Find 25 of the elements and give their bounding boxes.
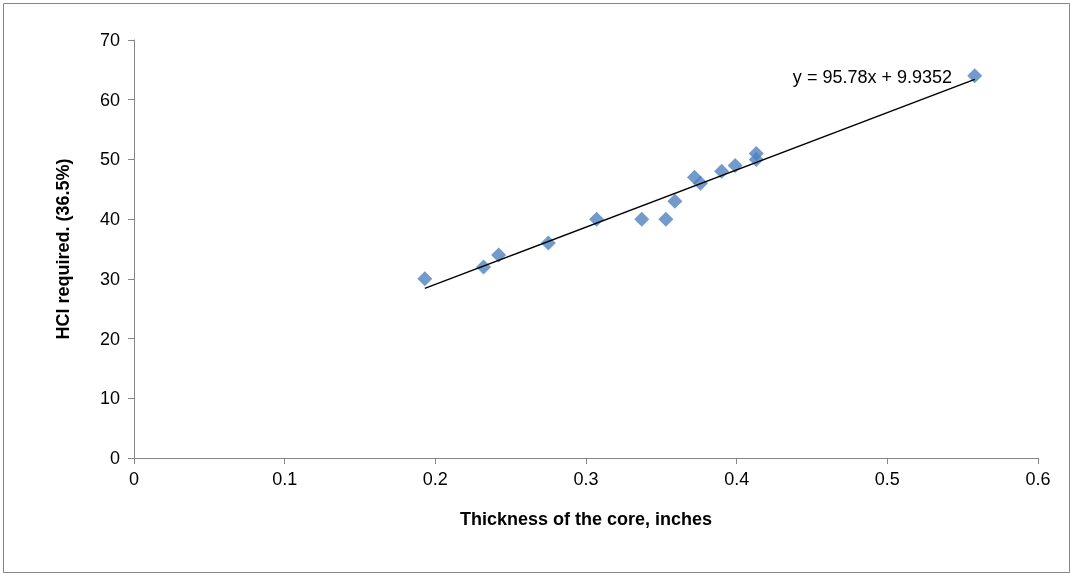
y-tick-label: 60 xyxy=(99,89,120,110)
y-tick-label: 20 xyxy=(99,328,120,349)
y-tick-label: 50 xyxy=(99,149,120,170)
x-tick-label: 0.5 xyxy=(874,469,900,489)
y-tick-label: 40 xyxy=(99,209,120,230)
y-tick-label: 10 xyxy=(99,388,120,409)
point xyxy=(634,211,650,227)
x-axis-title: Thickness of the core, inches xyxy=(459,509,713,529)
point xyxy=(967,68,983,84)
x-tick-label: 0.4 xyxy=(724,469,750,489)
x-tick-label: 0.3 xyxy=(573,469,599,489)
point xyxy=(417,271,433,287)
y-axis-title: HCl required. (36.5%) xyxy=(53,158,73,340)
y-tick-label: 0 xyxy=(109,448,120,468)
annotation: y = 95.78x + 9.9352 xyxy=(792,67,953,87)
x-tick-label: 0.1 xyxy=(272,469,298,489)
x-tick-label: 0 xyxy=(128,469,140,489)
x-tick-label: 0.2 xyxy=(422,469,448,489)
x-tick-label: 0.6 xyxy=(1025,469,1051,489)
point xyxy=(658,211,674,227)
point xyxy=(491,247,507,263)
y-tick-label: 30 xyxy=(99,268,120,289)
point xyxy=(727,157,743,173)
point xyxy=(667,193,683,209)
y-tick-label: 70 xyxy=(99,30,120,50)
